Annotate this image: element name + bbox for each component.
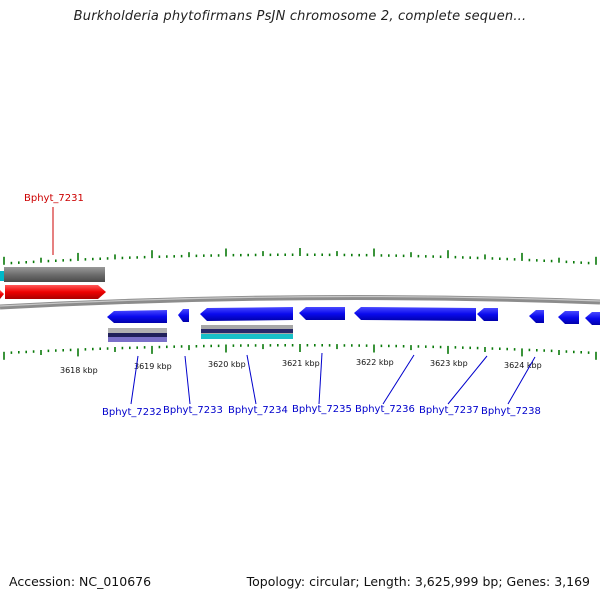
gene-label-bphyt-7232[interactable]: Bphyt_7232	[102, 407, 162, 418]
gene-arrow-bphyt-7233[interactable]	[178, 309, 189, 322]
feature-bar-7232-band	[108, 333, 167, 337]
gene-label-bphyt-7233[interactable]: Bphyt_7233	[163, 405, 223, 416]
gene-arrow-bphyt-7231[interactable]	[5, 285, 106, 299]
gene-arrow-reverse-9[interactable]	[585, 312, 600, 325]
feature-bar-7232-lower	[108, 337, 167, 342]
scale-label: 3624 kbp	[504, 361, 542, 370]
gene-arrow-bphyt-7238[interactable]	[529, 310, 544, 323]
gene-labels: Bphyt_7231 Bphyt_7232 Bphyt_7233 Bphyt_7…	[24, 193, 541, 418]
accession-text: Accession: NC_010676	[9, 574, 152, 589]
feature-bar-7234-lower	[201, 334, 293, 339]
topology-text: Topology: circular; Length: 3,625,999 bp…	[246, 574, 590, 589]
leader-line-bphyt-7232	[130, 355, 139, 405]
map-title: Burkholderia phytofirmans PsJN chromosom…	[73, 9, 527, 24]
feature-cyan-edge	[0, 271, 4, 281]
scale-label: 3619 kbp	[134, 362, 172, 371]
leader-line-bphyt-7235	[318, 352, 323, 405]
gene-label-bphyt-7231[interactable]: Bphyt_7231	[24, 193, 84, 204]
gene-arrow-red-partial	[0, 290, 4, 299]
gene-label-bphyt-7238[interactable]: Bphyt_7238	[481, 406, 541, 417]
leader-line-bphyt-7236	[382, 354, 415, 405]
gene-label-bphyt-7236[interactable]: Bphyt_7236	[355, 404, 415, 415]
inner-tick-marks	[3, 344, 597, 360]
leader-line-bphyt-7233	[184, 355, 191, 405]
scale-label: 3622 kbp	[356, 358, 394, 367]
leader-line-bphyt-7238	[507, 356, 536, 405]
leader-line-bphyt-7234	[246, 354, 257, 405]
backbone-arc-highlight	[0, 295, 600, 307]
backbone-arc	[0, 295, 600, 310]
feature-gray-bar[interactable]	[4, 267, 105, 282]
scale-label: 3621 kbp	[282, 359, 320, 368]
gene-arrow-bphyt-7232[interactable]	[107, 310, 167, 323]
gene-arrow-bphyt-7236[interactable]	[354, 307, 476, 321]
gene-arrow-reverse-8[interactable]	[558, 311, 579, 324]
outer-tick-marks	[3, 248, 597, 265]
gene-arrow-bphyt-7234[interactable]	[200, 307, 293, 321]
gene-label-bphyt-7234[interactable]: Bphyt_7234	[228, 405, 288, 416]
gene-arrow-bphyt-7235[interactable]	[299, 307, 345, 320]
scale-label: 3618 kbp	[60, 366, 98, 375]
reverse-strand	[107, 307, 600, 342]
label-leaders	[52, 207, 536, 405]
leader-line-bphyt-7237	[447, 355, 488, 405]
scale-label: 3623 kbp	[430, 359, 468, 368]
gene-label-bphyt-7237[interactable]: Bphyt_7237	[419, 405, 479, 416]
scale-label: 3620 kbp	[208, 360, 246, 369]
gene-label-bphyt-7235[interactable]: Bphyt_7235	[292, 404, 352, 415]
scale: 3618 kbp 3619 kbp 3620 kbp 3621 kbp 3622…	[60, 358, 542, 375]
forward-strand	[0, 267, 106, 299]
gene-arrow-bphyt-7237[interactable]	[477, 308, 498, 321]
feature-bar-7234-band	[201, 329, 293, 333]
